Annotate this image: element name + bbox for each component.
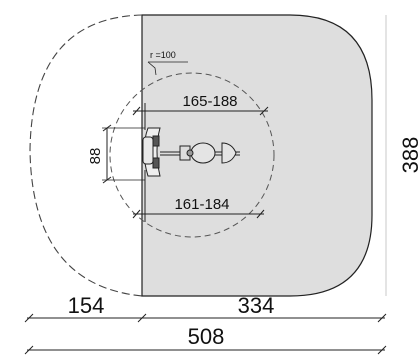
left-dimension-label: 88 [87,148,104,165]
radius-note: r =100 [150,50,176,60]
radius-leader [147,61,157,76]
bottom-right-dimension-label: 334 [238,293,275,318]
clearance-circle [109,72,275,238]
top-dimension-label: 165-188 [182,93,237,110]
total-width-label: 508 [188,324,225,349]
right-dimension-label: 388 [398,137,419,174]
fitness-equipment [142,127,240,177]
dashed-free-space-outline [29,14,143,297]
bottom-left-dimension-label: 154 [68,293,105,318]
bottom-dimension-label: 161-184 [174,196,229,213]
shaded-safety-zone [141,14,373,297]
